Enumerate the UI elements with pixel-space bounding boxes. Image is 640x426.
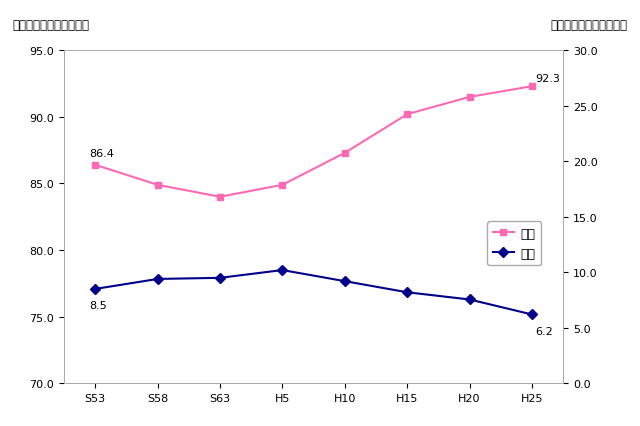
- 県外: [341, 279, 349, 284]
- 県内: [92, 163, 99, 168]
- Text: 86.4: 86.4: [90, 149, 115, 159]
- Text: 6.2: 6.2: [535, 326, 552, 336]
- Line: 県外: 県外: [92, 267, 536, 318]
- 県内: [216, 195, 224, 200]
- 県外: [466, 297, 474, 302]
- 県内: [403, 112, 411, 118]
- 県内: [528, 84, 536, 89]
- 県外: [92, 287, 99, 292]
- 県内: [341, 151, 349, 156]
- 県内: [154, 183, 161, 188]
- Text: 92.3: 92.3: [535, 73, 559, 83]
- Line: 県内: 県内: [92, 83, 536, 201]
- Legend: 県内, 県外: 県内, 県外: [488, 222, 541, 266]
- 県外: [216, 276, 224, 281]
- Text: 進学率（県外）　（％）: 進学率（県外） （％）: [550, 19, 627, 32]
- 県外: [403, 290, 411, 295]
- 県外: [528, 312, 536, 317]
- 県外: [154, 277, 161, 282]
- Text: 進学率（県内）　（％）: 進学率（県内） （％）: [13, 19, 90, 32]
- 県内: [278, 183, 286, 188]
- 県内: [466, 95, 474, 100]
- Text: 8.5: 8.5: [90, 301, 108, 311]
- 県外: [278, 268, 286, 273]
